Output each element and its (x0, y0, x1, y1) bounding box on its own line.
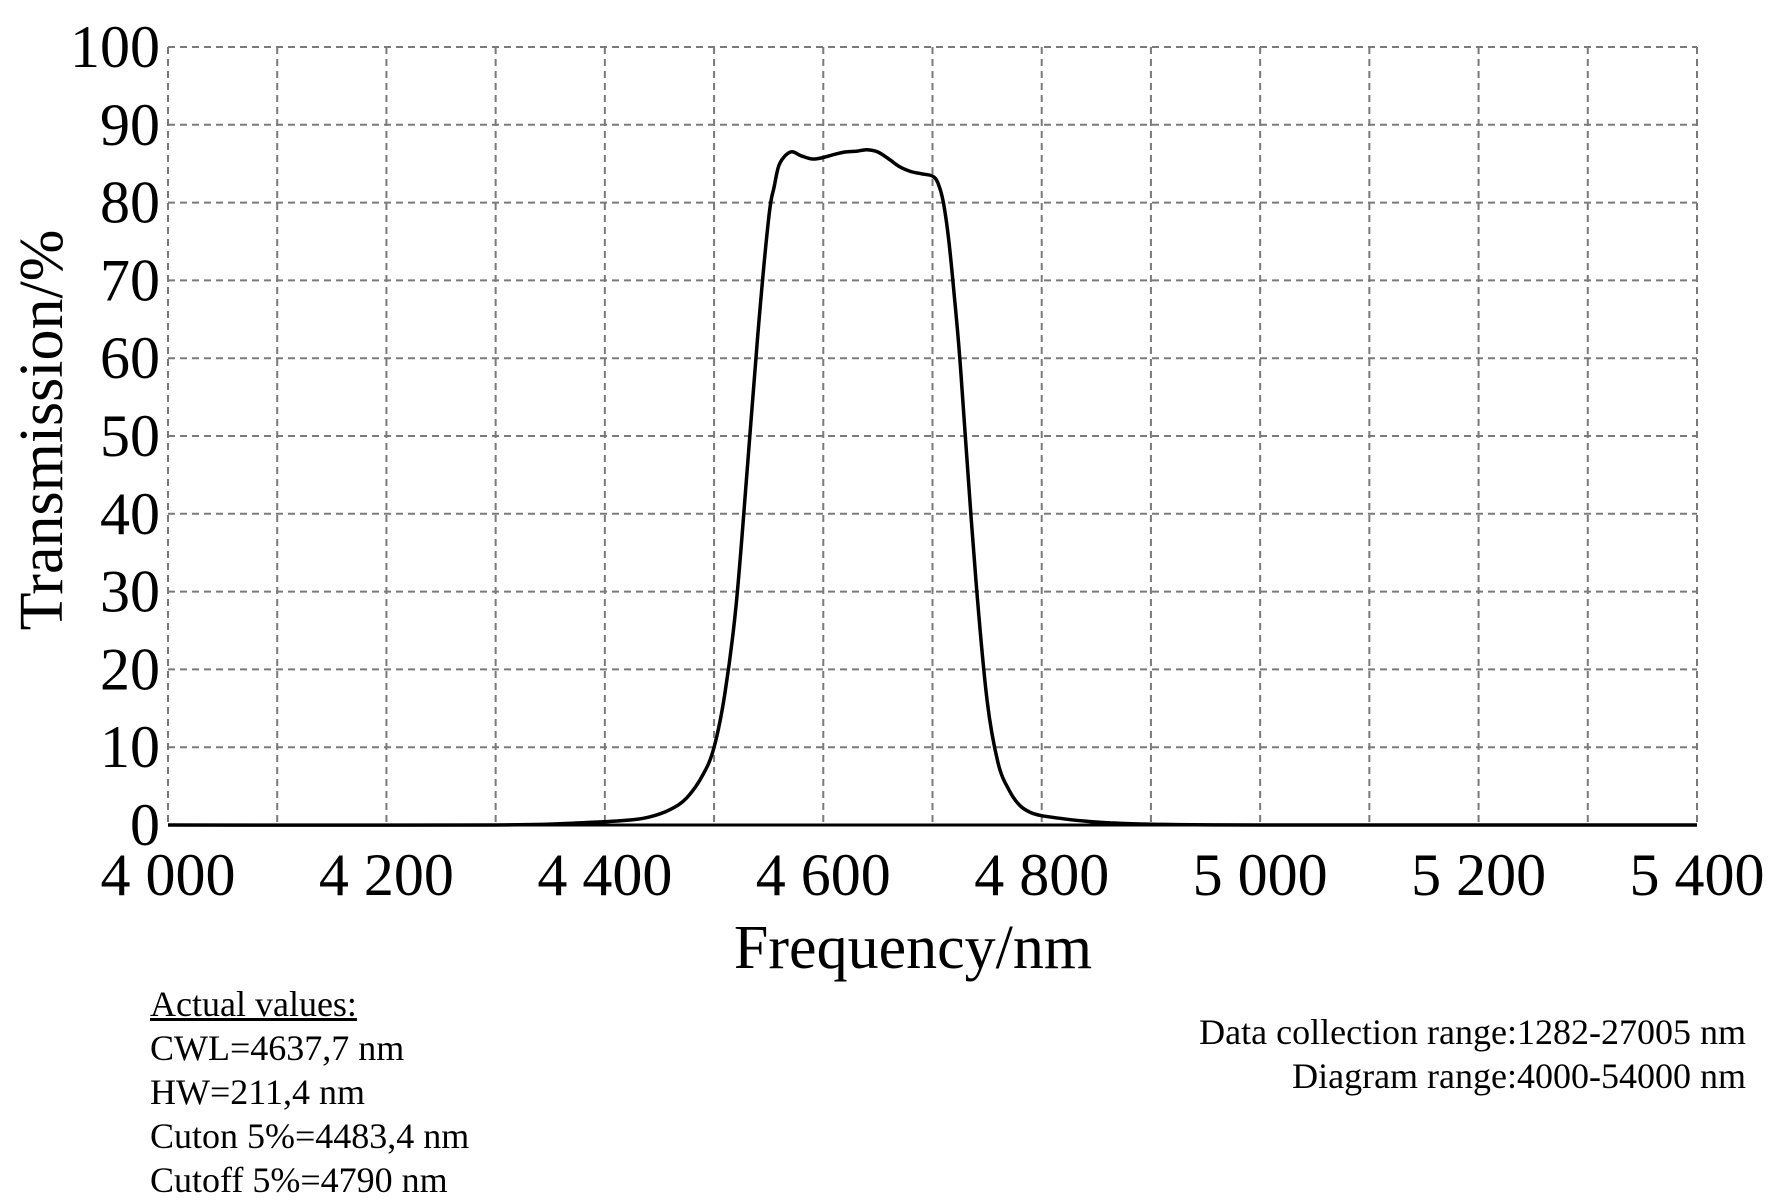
y-tick-label: 80 (100, 170, 160, 236)
transmission-series-line (167, 147, 1698, 827)
cwl-value: CWL=4637,7 nm (150, 1028, 405, 1068)
y-tick-label: 70 (100, 247, 160, 313)
x-tick-labels: 4 000 4 200 4 400 4 600 4 800 5 000 5 200 5 400 (101, 842, 1765, 908)
range-panel: Data collection range:1282-27005 nm Diag… (1199, 1010, 1746, 1098)
y-tick-label: 100 (70, 14, 160, 80)
x-tick-label: 5 000 (1193, 842, 1328, 908)
y-tick-label: 40 (100, 481, 160, 547)
y-tick-label: 10 (100, 714, 160, 780)
x-tick-label: 5 400 (1630, 842, 1765, 908)
x-tick-label: 4 000 (101, 842, 236, 908)
y-axis-label: Transmission/% (8, 230, 76, 631)
data-collection-range: Data collection range:1282-27005 nm (1199, 1012, 1746, 1052)
y-tick-label: 90 (100, 92, 160, 158)
y-tick-label: 20 (100, 636, 160, 702)
x-axis-label: Frequency/nm (734, 914, 1092, 982)
x-tick-label: 4 200 (319, 842, 454, 908)
actual-values-panel: Actual values: CWL=4637,7 nm HW=211,4 nm… (150, 982, 469, 1202)
actual-values-heading: Actual values: (150, 984, 357, 1024)
x-tick-label: 4 600 (756, 842, 891, 908)
x-tick-label: 4 400 (537, 842, 672, 908)
diagram-range: Diagram range:4000-54000 nm (1292, 1056, 1746, 1096)
x-tick-label: 5 200 (1411, 842, 1546, 908)
y-tick-label: 30 (100, 559, 160, 625)
x-tick-label: 4 800 (974, 842, 1109, 908)
hw-value: HW=211,4 nm (150, 1072, 365, 1112)
grid (167, 46, 1698, 825)
cutoff-value: Cutoff 5%=4790 nm (150, 1160, 448, 1200)
cuton-value: Cuton 5%=4483,4 nm (150, 1116, 470, 1156)
y-tick-label: 0 (130, 792, 160, 858)
y-tick-label: 50 (100, 403, 160, 469)
y-tick-label: 60 (100, 325, 160, 391)
y-tick-labels: 0 10 20 30 40 50 60 70 80 90 100 (70, 14, 160, 858)
series (167, 147, 1698, 827)
